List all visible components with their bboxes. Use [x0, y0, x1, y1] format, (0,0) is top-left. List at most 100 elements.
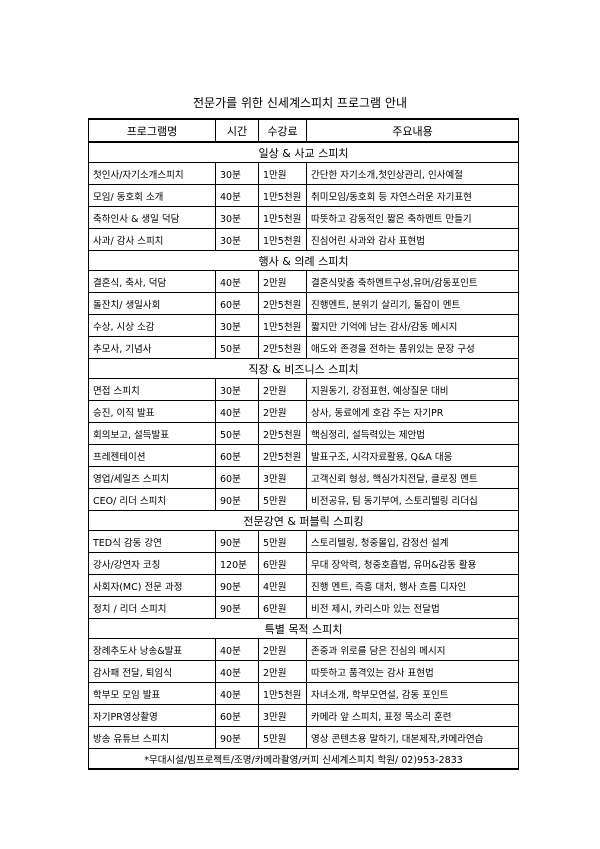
header-cell: 시간 — [215, 118, 259, 143]
program-row: 축하인사 & 생일 덕담 30분 1만5천원 따뜻하고 감동적인 짧은 축하멘트 만들… — [88, 206, 519, 229]
program-row: 프레젠테이션 60분 2만5천원 발표구조, 시각자료활용, Q&A 대응 — [88, 444, 519, 467]
fee: 4만원 — [258, 574, 307, 597]
program-row: 방송 유튜브 스피치 90분 5만원 영상 콘텐츠용 말하기, 대본제작,카메라연습 — [88, 726, 519, 749]
section-row: 직장 & 비즈니스 스피치 — [88, 358, 519, 379]
footer-row: *무대시설/빔프로젝트/조명/카메라촬영/커피 신세계스피치 학원/ 02)95… — [88, 748, 519, 770]
duration: 90분 — [215, 596, 259, 619]
duration: 60분 — [215, 466, 259, 489]
program-name: 방송 유튜브 스피치 — [88, 726, 216, 749]
program-name: 돌잔치/ 생일사회 — [88, 292, 216, 315]
program-row: TED식 감동 강연 90분 5만원 스토리텔링, 청중몰입, 감정선 설계 — [88, 530, 519, 553]
description: 결혼식맞춤 축하멘트구성,유머/감동포인트 — [306, 270, 519, 293]
description: 진심어린 사과와 감사 표현법 — [306, 228, 519, 251]
section-title: 직장 & 비즈니스 스피치 — [88, 358, 519, 379]
program-table: 프로그램명 시간 수강료 주요내용 일상 & 사교 스피치 첫인사/자기소개스피치 30분… — [88, 118, 519, 770]
fee: 2만5천원 — [258, 422, 307, 445]
description: 핵심정리, 설득력있는 제안법 — [306, 422, 519, 445]
program-name: 첫인사/자기소개스피치 — [88, 162, 216, 185]
program-row: 영업/세일즈 스피치 60분 3만원 고객신뢰 형성, 핵심가치전달, 클로징 멘트 — [88, 466, 519, 489]
duration: 30분 — [215, 314, 259, 337]
fee: 2만원 — [258, 378, 307, 401]
description: 발표구조, 시각자료활용, Q&A 대응 — [306, 444, 519, 467]
duration: 90분 — [215, 726, 259, 749]
program-name: CEO/ 리더 스피치 — [88, 488, 216, 511]
description: 고객신뢰 형성, 핵심가치전달, 클로징 멘트 — [306, 466, 519, 489]
fee: 3만원 — [258, 466, 307, 489]
duration: 120분 — [215, 552, 259, 575]
duration: 30분 — [215, 206, 259, 229]
section-row: 특별 목적 스피치 — [88, 618, 519, 639]
section-title: 특별 목적 스피치 — [88, 618, 519, 639]
duration: 90분 — [215, 574, 259, 597]
program-row: 수상, 시상 소감 30분 1만5천원 짧지만 기억에 남는 감사/감동 메시지 — [88, 314, 519, 337]
program-name: 축하인사 & 생일 덕담 — [88, 206, 216, 229]
description: 스토리텔링, 청중몰입, 감정선 설계 — [306, 530, 519, 553]
fee: 1만5천원 — [258, 184, 307, 207]
program-name: 모임/ 동호회 소개 — [88, 184, 216, 207]
duration: 30분 — [215, 228, 259, 251]
program-name: 장례추도사 낭송&발표 — [88, 638, 216, 661]
description: 카메라 앞 스피치, 표정 목소리 훈련 — [306, 704, 519, 727]
duration: 60분 — [215, 704, 259, 727]
duration: 40분 — [215, 638, 259, 661]
program-row: 강사/강연자 코칭 120분 6만원 무대 장악력, 청중호흡법, 유머&감동 활용 — [88, 552, 519, 575]
description: 상사, 동료에게 호감 주는 자기PR — [306, 400, 519, 423]
program-name: 사과/ 감사 스피치 — [88, 228, 216, 251]
fee: 2만5천원 — [258, 444, 307, 467]
description: 지원동기, 강점표현, 예상질문 대비 — [306, 378, 519, 401]
description: 비전공유, 팀 동기부여, 스토리텔링 리더십 — [306, 488, 519, 511]
fee: 2만5천원 — [258, 336, 307, 359]
program-name: 추모사, 기념사 — [88, 336, 216, 359]
program-name: 정치 / 리더 스피치 — [88, 596, 216, 619]
program-row: 장례추도사 낭송&발표 40분 2만원 존중과 위로를 담은 진심의 메시지 — [88, 638, 519, 661]
program-name: 자기PR영상촬영 — [88, 704, 216, 727]
section-title: 일상 & 사교 스피치 — [88, 141, 519, 163]
duration: 60분 — [215, 444, 259, 467]
program-row: 정치 / 리더 스피치 90분 6만원 비전 제시, 카리스마 있는 전달법 — [88, 596, 519, 619]
program-row: 돌잔치/ 생일사회 60분 2만5천원 진행멘트, 분위기 살리기, 돌잡이 멘트 — [88, 292, 519, 315]
program-name: 결혼식, 축사, 덕담 — [88, 270, 216, 293]
program-row: CEO/ 리더 스피치 90분 5만원 비전공유, 팀 동기부여, 스토리텔링 리더십 — [88, 488, 519, 511]
description: 애도와 존경을 전하는 품위있는 문장 구성 — [306, 336, 519, 359]
duration: 50분 — [215, 336, 259, 359]
description: 진행 멘트, 즉흥 대처, 행사 흐름 디자인 — [306, 574, 519, 597]
fee: 1만5천원 — [258, 682, 307, 705]
duration: 90분 — [215, 488, 259, 511]
section-row: 일상 & 사교 스피치 — [88, 141, 519, 163]
header-cell: 수강료 — [258, 118, 307, 143]
duration: 30분 — [215, 378, 259, 401]
program-row: 회의보고, 설득발표 50분 2만5천원 핵심정리, 설득력있는 제안법 — [88, 422, 519, 445]
document-title: 전문가를 위한 신세계스피치 프로그램 안내 — [193, 96, 407, 110]
program-name: 면접 스피치 — [88, 378, 216, 401]
program-row: 면접 스피치 30분 2만원 지원동기, 강점표현, 예상질문 대비 — [88, 378, 519, 401]
fee: 5만원 — [258, 530, 307, 553]
duration: 40분 — [215, 270, 259, 293]
program-name: 사회자(MC) 전문 과정 — [88, 574, 216, 597]
fee: 3만원 — [258, 704, 307, 727]
program-row: 승진, 이직 발표 40분 2만원 상사, 동료에게 호감 주는 자기PR — [88, 400, 519, 423]
footer-note: *무대시설/빔프로젝트/조명/카메라촬영/커피 신세계스피치 학원/ 02)95… — [88, 748, 519, 770]
fee: 6만원 — [258, 552, 307, 575]
section-row: 행사 & 의례 스피치 — [88, 250, 519, 271]
program-name: 강사/강연자 코칭 — [88, 552, 216, 575]
description: 따뜻하고 품격있는 감사 표현법 — [306, 660, 519, 683]
program-name: 수상, 시상 소감 — [88, 314, 216, 337]
program-name: 회의보고, 설득발표 — [88, 422, 216, 445]
program-row: 학부모 모임 발표 40분 1만5천원 자녀소개, 학부모연설, 감동 포인트 — [88, 682, 519, 705]
description: 영상 콘텐츠용 말하기, 대본제작,카메라연습 — [306, 726, 519, 749]
program-name: 영업/세일즈 스피치 — [88, 466, 216, 489]
duration: 40분 — [215, 184, 259, 207]
fee: 1만5천원 — [258, 206, 307, 229]
program-row: 결혼식, 축사, 덕담 40분 2만원 결혼식맞춤 축하멘트구성,유머/감동포인트 — [88, 270, 519, 293]
header-cell: 주요내용 — [306, 118, 519, 143]
section-title: 행사 & 의례 스피치 — [88, 250, 519, 271]
program-row: 추모사, 기념사 50분 2만5천원 애도와 존경을 전하는 품위있는 문장 구성 — [88, 336, 519, 359]
fee: 2만원 — [258, 660, 307, 683]
program-name: 프레젠테이션 — [88, 444, 216, 467]
program-row: 첫인사/자기소개스피치 30분 1만원 간단한 자기소개,첫인상관리, 인사예절 — [88, 162, 519, 185]
description: 자녀소개, 학부모연설, 감동 포인트 — [306, 682, 519, 705]
program-name: 감사패 전달, 퇴임식 — [88, 660, 216, 683]
duration: 90분 — [215, 530, 259, 553]
description: 따뜻하고 감동적인 짧은 축하멘트 만들기 — [306, 206, 519, 229]
duration: 30분 — [215, 162, 259, 185]
